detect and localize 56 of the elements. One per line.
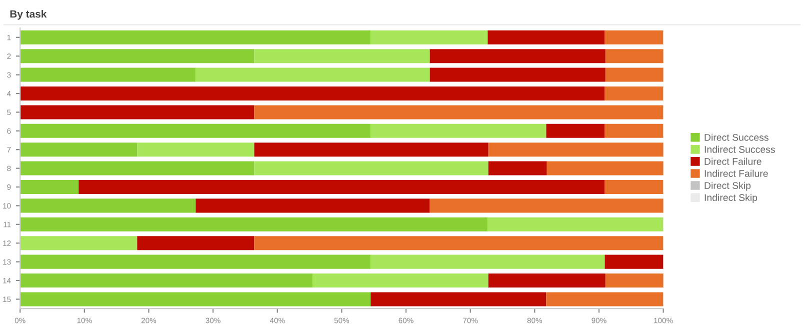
bar (546, 124, 605, 138)
legend-label: Indirect Failure (704, 170, 768, 177)
bar (254, 236, 664, 250)
bar (20, 254, 371, 269)
bar (20, 273, 313, 288)
bar (20, 105, 254, 120)
bar (546, 161, 664, 176)
bar (604, 86, 664, 101)
bar (254, 105, 664, 120)
bar (312, 273, 488, 288)
bar (605, 68, 664, 82)
legend-label: Indirect Skip (704, 194, 758, 203)
bar (20, 236, 138, 250)
bar (20, 217, 488, 232)
bar (604, 180, 664, 194)
bar (20, 198, 196, 213)
bar (20, 86, 605, 101)
bar (370, 292, 546, 306)
legend-label: Direct Success (704, 134, 768, 141)
bar (605, 273, 664, 288)
bar (488, 142, 664, 157)
bar (20, 161, 254, 176)
bar (604, 124, 664, 138)
bar (604, 254, 664, 269)
legend-label: Direct Skip (704, 182, 751, 191)
bar (20, 142, 138, 157)
bar (370, 124, 546, 138)
legend-label: Direct Failure (704, 158, 762, 165)
bar (20, 124, 371, 138)
bar (430, 49, 606, 64)
bar (254, 49, 430, 64)
bar (546, 292, 664, 306)
bar (488, 161, 547, 176)
bar (605, 49, 664, 64)
bar (196, 68, 430, 82)
bar (20, 49, 254, 64)
bar (20, 68, 196, 82)
bar (488, 217, 664, 232)
bar (370, 30, 488, 44)
bar (78, 180, 605, 194)
bar (137, 142, 254, 157)
bar (196, 198, 430, 213)
legend-label: Indirect Success (704, 146, 775, 153)
bar (20, 292, 371, 306)
bar (604, 30, 664, 44)
bar (254, 161, 488, 176)
bar (430, 198, 664, 213)
bar (137, 236, 254, 250)
bar (20, 180, 79, 194)
bar (20, 30, 371, 44)
bar (430, 68, 606, 82)
bar (370, 254, 605, 269)
bar (254, 142, 488, 157)
bar (488, 273, 606, 288)
chart-title: By task (10, 10, 47, 20)
bar (488, 30, 605, 44)
